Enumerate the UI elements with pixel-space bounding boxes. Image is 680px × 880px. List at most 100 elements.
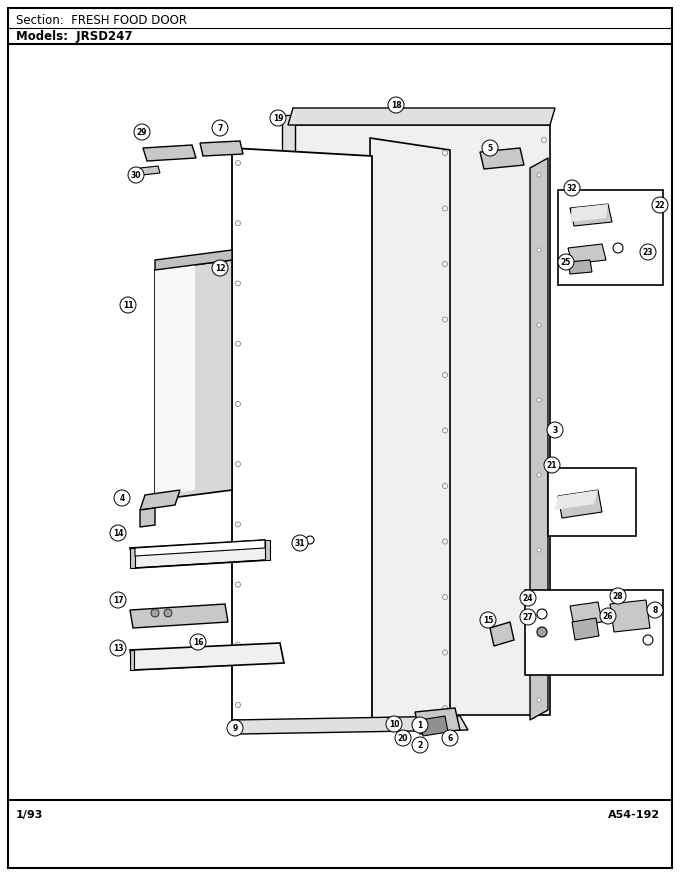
Circle shape (443, 261, 447, 267)
Polygon shape (554, 490, 598, 510)
Text: 18: 18 (391, 100, 401, 109)
Polygon shape (610, 600, 650, 632)
Polygon shape (288, 125, 550, 715)
Polygon shape (558, 490, 602, 518)
Text: 17: 17 (113, 596, 123, 605)
Text: 15: 15 (483, 615, 493, 625)
Circle shape (541, 239, 547, 245)
Circle shape (537, 473, 541, 477)
Text: 1: 1 (418, 721, 423, 730)
Polygon shape (143, 145, 196, 161)
Circle shape (134, 124, 150, 140)
Polygon shape (140, 508, 155, 527)
Circle shape (443, 428, 447, 433)
Text: 13: 13 (113, 643, 123, 652)
Circle shape (128, 167, 144, 183)
Text: 27: 27 (523, 612, 533, 621)
Circle shape (235, 642, 241, 648)
Circle shape (120, 297, 136, 313)
Text: A54-192: A54-192 (608, 810, 660, 820)
Circle shape (537, 548, 541, 552)
Text: 32: 32 (566, 184, 577, 193)
Circle shape (235, 702, 241, 708)
Circle shape (564, 180, 580, 196)
Circle shape (541, 137, 547, 143)
Circle shape (537, 173, 541, 177)
Circle shape (541, 545, 547, 550)
Polygon shape (232, 148, 372, 728)
Text: 29: 29 (137, 128, 148, 136)
Circle shape (537, 698, 541, 702)
Circle shape (480, 612, 496, 628)
Text: 24: 24 (523, 593, 533, 603)
Polygon shape (288, 108, 555, 125)
Polygon shape (130, 604, 228, 628)
Text: 19: 19 (273, 114, 284, 122)
Text: 20: 20 (398, 734, 408, 743)
Circle shape (541, 290, 547, 295)
Polygon shape (568, 260, 592, 274)
Circle shape (235, 582, 241, 587)
Text: 22: 22 (655, 201, 665, 209)
Circle shape (151, 609, 159, 617)
Circle shape (443, 650, 447, 655)
Circle shape (541, 494, 547, 499)
Text: 11: 11 (123, 300, 133, 310)
Text: 25: 25 (561, 258, 571, 267)
Circle shape (395, 730, 411, 746)
Polygon shape (155, 250, 232, 270)
Circle shape (443, 483, 447, 488)
Circle shape (306, 536, 314, 544)
Circle shape (442, 730, 458, 746)
Circle shape (443, 317, 447, 322)
Circle shape (544, 457, 560, 473)
Polygon shape (570, 602, 602, 626)
Polygon shape (570, 204, 612, 226)
Text: 3: 3 (552, 426, 558, 435)
Circle shape (537, 627, 547, 637)
Circle shape (610, 588, 626, 604)
Text: 6: 6 (447, 734, 453, 743)
Bar (525, 590, 663, 675)
Circle shape (443, 206, 447, 211)
Circle shape (541, 698, 547, 702)
Text: 23: 23 (643, 247, 653, 256)
Text: 26: 26 (602, 612, 613, 620)
Circle shape (647, 602, 663, 618)
Circle shape (537, 623, 541, 627)
Polygon shape (265, 540, 270, 560)
Text: 5: 5 (488, 143, 492, 152)
Polygon shape (130, 540, 270, 568)
Polygon shape (570, 204, 608, 222)
Polygon shape (415, 708, 460, 734)
Bar (548, 468, 636, 536)
Polygon shape (135, 540, 265, 556)
Polygon shape (572, 618, 599, 640)
Circle shape (443, 595, 447, 599)
Text: 21: 21 (547, 460, 557, 470)
Polygon shape (232, 716, 468, 734)
Polygon shape (420, 716, 448, 736)
Circle shape (235, 160, 241, 165)
Text: 12: 12 (215, 263, 225, 273)
Circle shape (541, 392, 547, 397)
Circle shape (235, 462, 241, 466)
Circle shape (164, 609, 172, 617)
Text: 16: 16 (192, 637, 203, 647)
Circle shape (541, 443, 547, 448)
Circle shape (443, 150, 447, 156)
Polygon shape (130, 548, 135, 568)
Circle shape (600, 608, 616, 624)
Circle shape (541, 188, 547, 194)
Circle shape (235, 221, 241, 226)
Text: 31: 31 (294, 539, 305, 547)
Circle shape (114, 490, 130, 506)
Circle shape (547, 422, 563, 438)
Circle shape (235, 401, 241, 407)
Circle shape (190, 634, 206, 650)
Circle shape (235, 522, 241, 527)
Circle shape (443, 372, 447, 378)
Circle shape (386, 716, 402, 732)
Text: 30: 30 (131, 171, 141, 180)
Polygon shape (130, 643, 284, 670)
